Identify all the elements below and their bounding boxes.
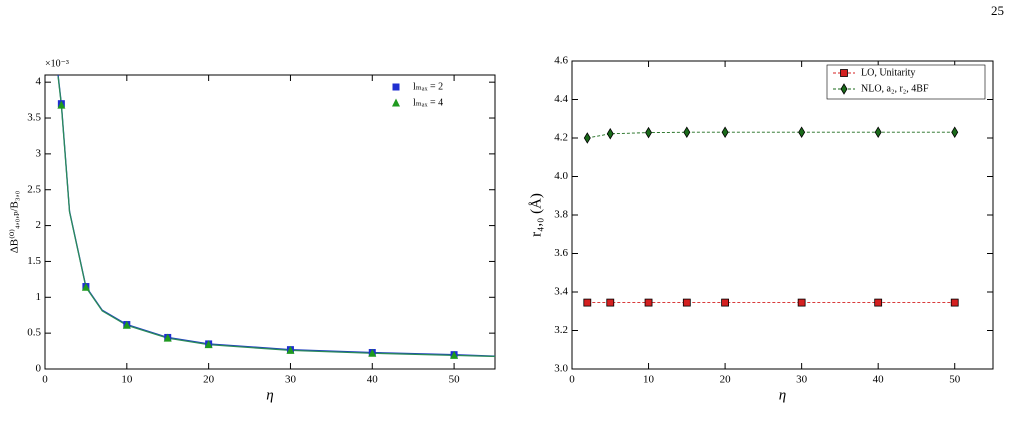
y-tick-label: 2.5 — [27, 183, 41, 195]
x-tick-label: 30 — [796, 374, 808, 386]
marker — [392, 83, 400, 91]
y-axis-label: ΔB⁽⁰⁾₄,₀,ₚ/B₃,₀ — [9, 191, 21, 254]
marker — [57, 100, 66, 109]
marker — [797, 298, 806, 307]
series-line — [587, 131, 955, 139]
x-tick-label: 30 — [285, 374, 297, 386]
marker — [286, 345, 295, 354]
marker — [81, 282, 90, 291]
fit-curve — [58, 75, 495, 356]
marker — [798, 126, 806, 139]
legend-label: NLO, a₂, r₂, 4BF — [861, 83, 929, 94]
marker — [721, 298, 729, 307]
marker — [950, 298, 959, 307]
marker — [450, 350, 459, 359]
y-tick-label: 3.5 — [27, 112, 41, 124]
marker — [840, 69, 848, 77]
legend-label: lₘₐₓ = 2 — [413, 81, 443, 92]
marker — [583, 132, 591, 144]
legend-label: LO, Unitarity — [861, 67, 915, 78]
x-tick-label: 0 — [42, 374, 48, 386]
y-tick-label: 0 — [36, 363, 42, 375]
marker — [840, 83, 848, 95]
y-tick-label: 4.0 — [554, 170, 568, 182]
marker — [122, 320, 131, 329]
marker — [204, 340, 213, 349]
x-axis-label: η — [266, 387, 273, 403]
legend-frame — [826, 64, 986, 100]
y-tick-label: 3 — [36, 147, 42, 159]
x-tick-label: 50 — [449, 374, 461, 386]
y-tick-label: 3.4 — [554, 286, 568, 298]
y-tick-label: 4 — [36, 76, 42, 88]
plot-frame — [571, 60, 994, 370]
fit-curve — [58, 76, 495, 356]
plot-frame — [44, 74, 496, 370]
y-tick-label: 1.5 — [27, 255, 41, 267]
marker — [874, 126, 882, 139]
y-tick-label: 3.2 — [554, 324, 568, 336]
x-tick-label: 20 — [203, 374, 215, 386]
y-multiplier: ×10⁻³ — [45, 58, 69, 69]
x-tick-label: 0 — [569, 374, 575, 386]
x-tick-label: 50 — [949, 374, 961, 386]
y-tick-label: 3.0 — [554, 363, 568, 375]
y-axis-label: r₄,₀ (Å) — [528, 193, 544, 237]
y-tick-label: 3.6 — [554, 247, 568, 259]
x-tick-label: 10 — [121, 374, 133, 386]
marker — [644, 298, 653, 307]
x-tick-label: 20 — [720, 374, 732, 386]
marker — [163, 333, 172, 342]
marker — [951, 126, 959, 139]
y-tick-label: 1 — [36, 291, 42, 303]
legend-label: lₘₐₓ = 4 — [413, 97, 443, 108]
marker — [392, 98, 400, 107]
marker — [368, 348, 377, 357]
marker — [606, 298, 615, 307]
y-tick-label: 3.8 — [554, 209, 568, 221]
y-tick-label: 4.6 — [554, 55, 568, 67]
y-tick-label: 0.5 — [27, 327, 41, 339]
y-tick-label: 2 — [36, 219, 42, 231]
x-axis-label: η — [779, 387, 786, 403]
y-tick-label: 4.4 — [554, 93, 568, 105]
page-number: 25 — [991, 3, 1004, 18]
marker — [682, 298, 691, 307]
marker — [874, 298, 883, 307]
marker — [645, 126, 653, 139]
x-tick-label: 10 — [643, 374, 655, 386]
marker — [583, 298, 592, 307]
y-tick-label: 4.2 — [554, 132, 568, 144]
marker — [683, 126, 691, 139]
x-tick-label: 40 — [367, 374, 379, 386]
marker — [721, 126, 729, 139]
marker — [606, 127, 614, 140]
x-tick-label: 40 — [873, 374, 885, 386]
